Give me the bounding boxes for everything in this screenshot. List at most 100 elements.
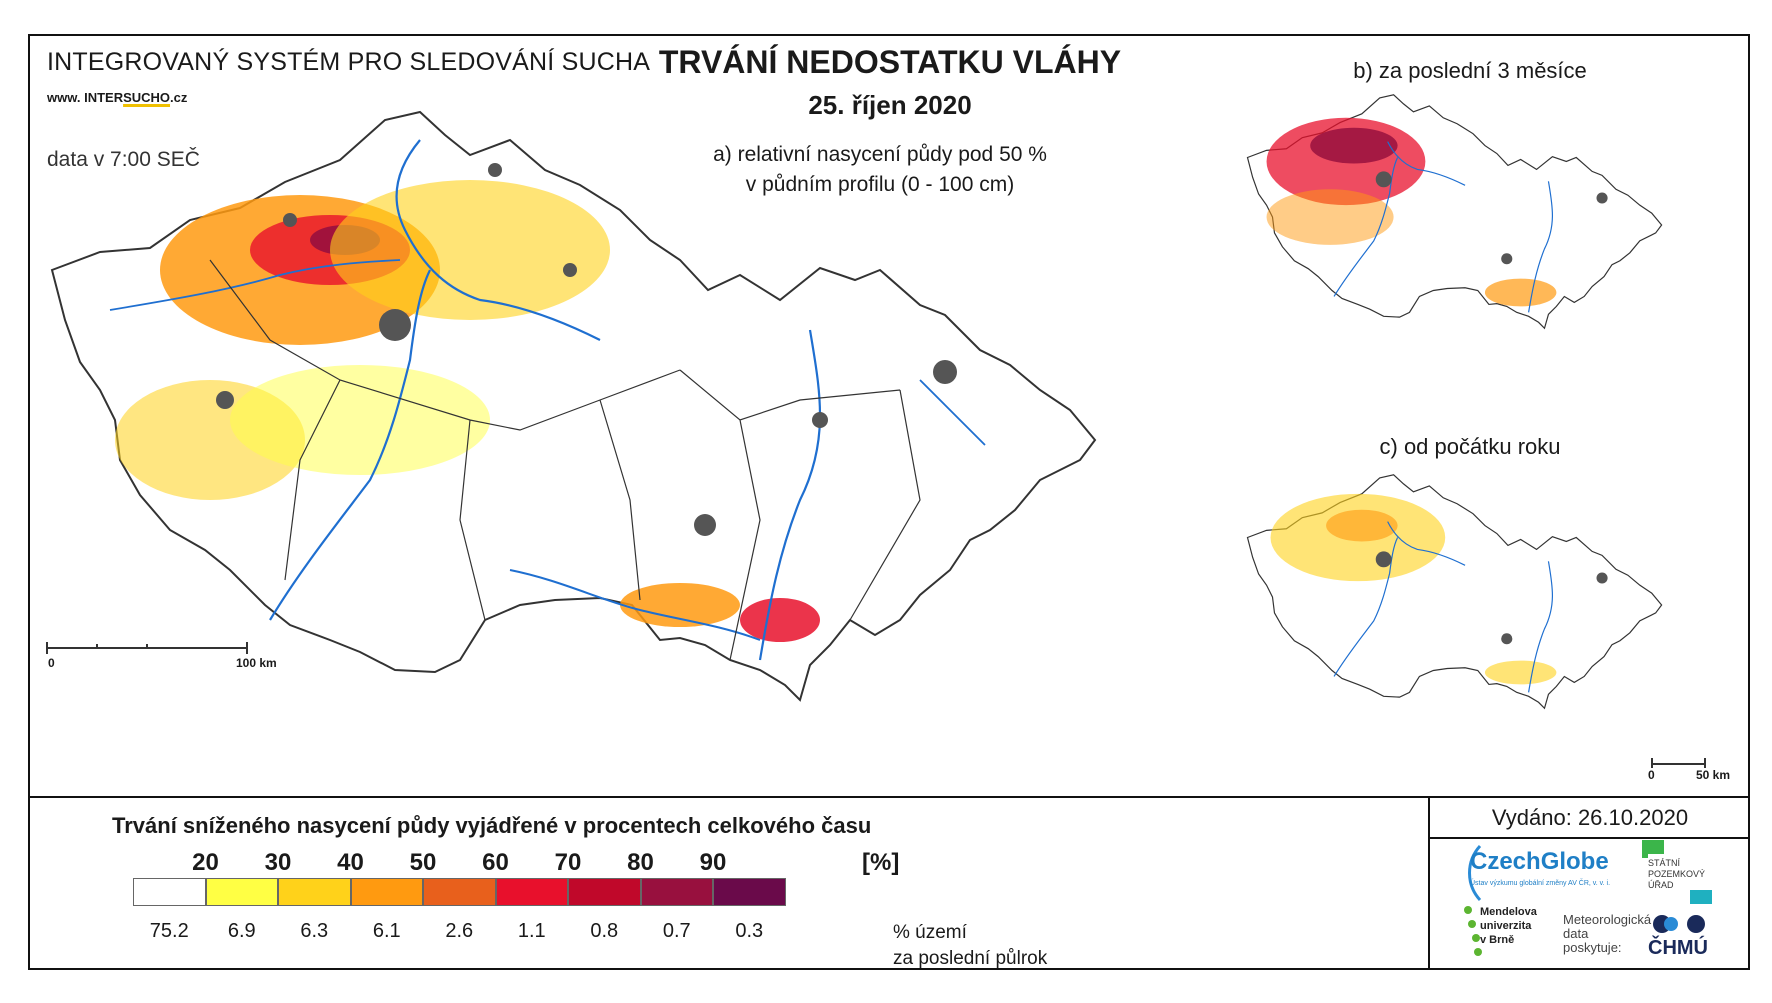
legend-share-value: 6.3 bbox=[300, 920, 329, 942]
spu-line3: ÚŘAD bbox=[1648, 880, 1674, 890]
map-c bbox=[1246, 474, 1663, 710]
main-title: TRVÁNÍ NEDOSTATKU VLÁHY bbox=[658, 44, 1122, 80]
legend-swatch bbox=[495, 878, 568, 906]
city-brno bbox=[694, 514, 716, 536]
czechglobe-logo-subtitle: Ústav výzkumu globální změny AV ČR, v. v… bbox=[1470, 880, 1611, 887]
drought-patch-north-yellow bbox=[330, 180, 610, 320]
map-a-scale-start: 0 bbox=[48, 656, 55, 670]
legend-swatch bbox=[713, 878, 786, 906]
drought-patch-south-moravia-orange bbox=[620, 583, 740, 627]
legend-swatch bbox=[423, 878, 496, 906]
chmu-logo: ČHMÚ bbox=[1648, 937, 1708, 959]
map-c-city-brno bbox=[1501, 633, 1513, 645]
river-morava bbox=[758, 329, 822, 661]
spu-logo: STÁTNÍ POZEMKOVÝ ÚŘAD bbox=[1648, 858, 1705, 891]
mendelu-logo-dots bbox=[1464, 906, 1482, 956]
spu-logo-mark bbox=[1642, 840, 1664, 858]
map-a bbox=[46, 110, 1097, 702]
legend-threshold-label: 50 bbox=[409, 849, 437, 876]
met-line3: poskytuje: bbox=[1563, 940, 1622, 955]
legend-swatch bbox=[278, 878, 351, 906]
legend-note-line2: za poslední půlrok bbox=[893, 948, 1048, 969]
map-a-caption-line1: a) relativní nasycení půdy pod 50 % bbox=[713, 143, 1047, 166]
legend-threshold-label: 40 bbox=[337, 849, 364, 876]
city-plzen bbox=[216, 391, 234, 409]
legend-share-value: 6.1 bbox=[372, 920, 401, 942]
map-b-patch-south bbox=[1484, 278, 1557, 307]
legend-swatch bbox=[568, 878, 641, 906]
legend-swatch bbox=[640, 878, 713, 906]
website-url[interactable]: www. INTERSUCHO.cz bbox=[47, 90, 188, 105]
spu-line2: POZEMKOVÝ bbox=[1648, 869, 1706, 879]
mendelu-line2: univerzita bbox=[1480, 920, 1532, 932]
legend-share-value: 2.6 bbox=[445, 920, 474, 942]
data-time: data v 7:00 SEČ bbox=[47, 148, 200, 171]
legend-threshold-label: 60 bbox=[482, 849, 509, 876]
map-b-city-ostrava bbox=[1596, 192, 1608, 204]
met-line2: data bbox=[1563, 926, 1589, 941]
map-b-patch-darkred bbox=[1310, 127, 1398, 164]
map-b-city-brno bbox=[1501, 253, 1513, 265]
legend-share-value: 75.2 bbox=[149, 920, 189, 942]
river-labe bbox=[395, 139, 601, 341]
city-olomouc bbox=[812, 412, 828, 428]
footer-divider-horizontal bbox=[1428, 837, 1750, 839]
city-hradec bbox=[563, 263, 577, 277]
met-line1: Meteorologická bbox=[1563, 912, 1652, 927]
map-a-caption: a) relativní nasycení půdy pod 50 % v pů… bbox=[640, 140, 1120, 200]
legend-threshold-label: 70 bbox=[554, 849, 582, 876]
spu-logo-accent bbox=[1690, 890, 1712, 904]
legend-threshold-label: 90 bbox=[699, 849, 727, 876]
legend-threshold-label: 20 bbox=[192, 849, 219, 876]
map-b-caption: b) za poslední 3 měsíce bbox=[1353, 58, 1587, 83]
mendelu-line1: Mendelova bbox=[1480, 906, 1537, 918]
legend-swatch bbox=[350, 878, 423, 906]
map-c-scale-start: 0 bbox=[1648, 768, 1655, 782]
map-b-city-praha bbox=[1375, 171, 1392, 188]
map-date: 25. říjen 2020 bbox=[808, 90, 972, 120]
system-title: INTEGROVANÝ SYSTÉM PRO SLEDOVÁNÍ SUCHA bbox=[47, 48, 651, 76]
city-praha bbox=[379, 309, 411, 341]
map-b-rivers bbox=[1333, 141, 1553, 313]
map-c-scale-bar bbox=[1651, 758, 1706, 768]
map-c-caption: c) od počátku roku bbox=[1379, 434, 1561, 459]
czechglobe-logo: CzechGlobe bbox=[1470, 848, 1609, 875]
map-a-scale-bar bbox=[46, 642, 248, 654]
river-dyje bbox=[509, 569, 761, 641]
river-vltava bbox=[269, 269, 431, 621]
map-a-caption-line2: v půdním profilu (0 - 100 cm) bbox=[745, 173, 1015, 196]
map-b bbox=[1246, 94, 1663, 330]
legend-swatch bbox=[133, 878, 206, 906]
legend-share-value: 0.3 bbox=[735, 920, 764, 942]
map-c-rivers bbox=[1333, 521, 1553, 693]
map-c-city-ostrava bbox=[1596, 572, 1608, 584]
legend-swatch bbox=[205, 878, 278, 906]
mendelu-line3: v Brně bbox=[1480, 934, 1515, 946]
map-c-patch-south bbox=[1484, 660, 1557, 685]
czechglobe-logo-arc bbox=[1468, 844, 1482, 902]
region-borders bbox=[209, 259, 921, 661]
map-b-patch-orange bbox=[1266, 189, 1394, 245]
city-ostrava bbox=[933, 360, 957, 384]
legend-share-value: 1.1 bbox=[517, 920, 546, 942]
legend-share-value: 0.8 bbox=[590, 920, 619, 942]
river-odra bbox=[919, 379, 986, 446]
mendelu-logo: Mendelova univerzita v Brně bbox=[1480, 905, 1537, 947]
city-liberec bbox=[488, 163, 502, 177]
issued-date: Vydáno: 26.10.2020 bbox=[1491, 805, 1689, 830]
legend-note: % území za poslední půlrok bbox=[893, 920, 1047, 972]
legend-note-line1: % území bbox=[893, 922, 967, 943]
legend-share-value: 0.7 bbox=[662, 920, 691, 942]
drought-patch-south-moravia-red bbox=[740, 598, 820, 642]
legend-threshold-label: 30 bbox=[264, 849, 292, 876]
meteorological-data-note: Meteorologická data poskytuje: bbox=[1563, 913, 1651, 955]
map-c-scale-end: 50 km bbox=[1696, 768, 1731, 782]
legend-threshold-label: 80 bbox=[627, 849, 654, 876]
map-a-scale-end: 100 km bbox=[236, 656, 277, 670]
chmu-logo-mark bbox=[1653, 915, 1705, 933]
drought-patch-central-yellow bbox=[230, 365, 490, 475]
spu-line1: STÁTNÍ bbox=[1648, 858, 1681, 868]
legend-unit: [%] bbox=[862, 849, 900, 876]
legend-divider bbox=[28, 796, 1750, 798]
city-usti bbox=[283, 213, 297, 227]
